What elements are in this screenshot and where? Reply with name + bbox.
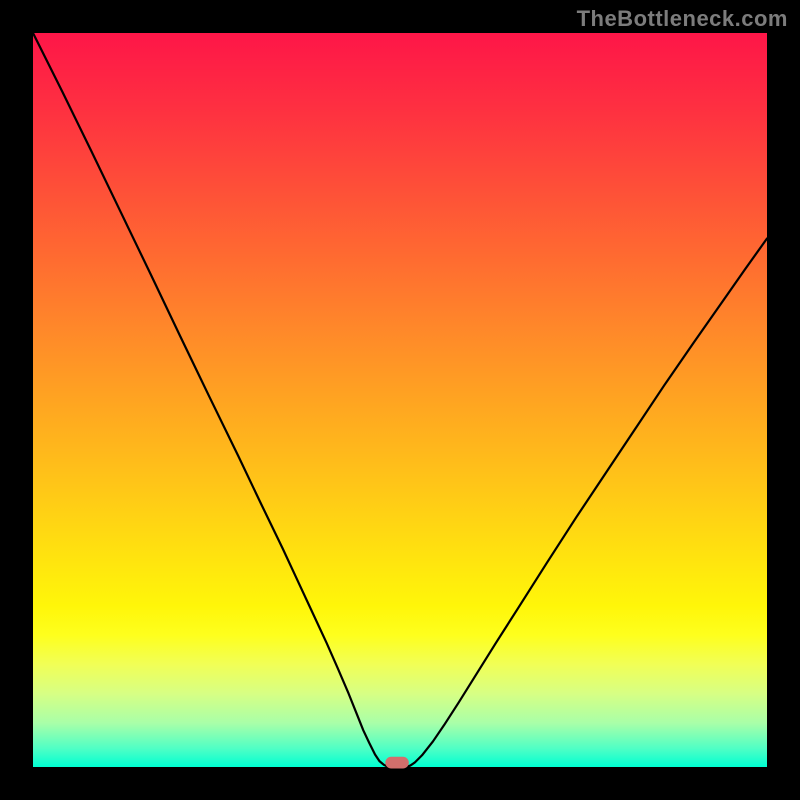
- optimum-marker: [385, 757, 408, 769]
- chart-frame: { "watermark": { "text": "TheBottleneck.…: [0, 0, 800, 800]
- bottleneck-curve-chart: [0, 0, 800, 800]
- watermark-text: TheBottleneck.com: [577, 6, 788, 32]
- plot-background: [33, 33, 767, 767]
